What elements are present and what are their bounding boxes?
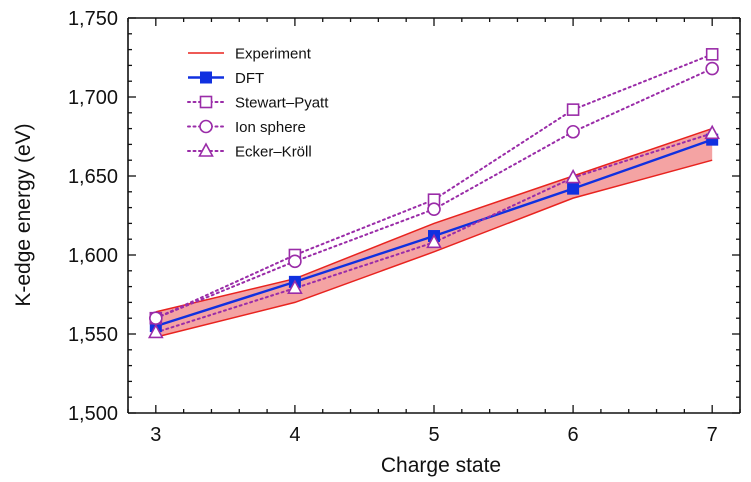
legend-marker-ecker-kr-ll <box>198 142 214 157</box>
data-point-ion-sphere <box>427 202 441 216</box>
experiment-lower-line <box>155 159 713 338</box>
legend-item-ion-sphere: Ion sphere <box>187 119 306 136</box>
data-point-ecker-kr-ll <box>704 124 721 140</box>
data-point-ecker-kr-ll <box>147 323 164 339</box>
data-point-ion-sphere <box>288 254 302 269</box>
y-tick-label: 1,500 <box>68 403 118 425</box>
y-tick-label: 1,600 <box>68 245 118 267</box>
legend-label-ion-sphere: Ion sphere <box>235 119 306 136</box>
y-tick-label: 1,550 <box>68 324 118 346</box>
data-point-ion-sphere <box>566 124 580 139</box>
legend-marker-ion-sphere <box>199 119 213 134</box>
legend-item-dft: DFT <box>188 70 264 87</box>
x-tick-label: 4 <box>289 424 300 446</box>
legend-marker-stewart-pyatt <box>199 95 213 109</box>
legend-item-stewart-pyatt: Stewart–Pyatt <box>187 95 329 112</box>
x-tick-label: 7 <box>707 424 718 446</box>
data-point-dft <box>567 182 580 195</box>
data-point-ecker-kr-ll <box>565 168 581 184</box>
legend-item-experiment: Experiment <box>188 46 312 63</box>
legend-label-stewart-pyatt: Stewart–Pyatt <box>235 95 329 112</box>
plot-layer: 1,500 1,550 1,600 1,650 1,700 1,750 3 4 5 6 7 Exper… <box>68 8 741 446</box>
experiment-upper-line <box>155 127 713 313</box>
x-tick-label: 6 <box>568 424 579 446</box>
data-point-stewart-pyatt <box>705 48 719 61</box>
legend-label-ecker-kr-ll: Ecker–Kröll <box>235 144 312 161</box>
data-point-ecker-kr-ll <box>426 233 442 249</box>
y-tick-label: 1,650 <box>68 166 118 188</box>
y-tick-label: 1,750 <box>68 8 118 30</box>
legend-label-dft: DFT <box>235 70 264 87</box>
legend-item-ecker-kr-ll: Ecker–Kröll <box>187 142 312 161</box>
data-point-ion-sphere <box>149 311 163 326</box>
x-tick-label: 5 <box>428 424 439 446</box>
legend-marker-dft <box>200 71 212 84</box>
data-point-ecker-kr-ll <box>287 279 303 294</box>
x-axis-title: Charge state <box>381 454 501 477</box>
data-point-ion-sphere <box>705 61 719 76</box>
data-point-stewart-pyatt <box>566 103 580 116</box>
legend: Experiment DFT Stewart–Pyatt Ion sphere Ecke… <box>187 46 329 161</box>
x-tick-label: 3 <box>150 424 161 446</box>
y-tick-label: 1,700 <box>68 87 118 109</box>
y-axis-title: K-edge energy (eV) <box>12 123 35 306</box>
legend-label-experiment: Experiment <box>235 46 312 63</box>
